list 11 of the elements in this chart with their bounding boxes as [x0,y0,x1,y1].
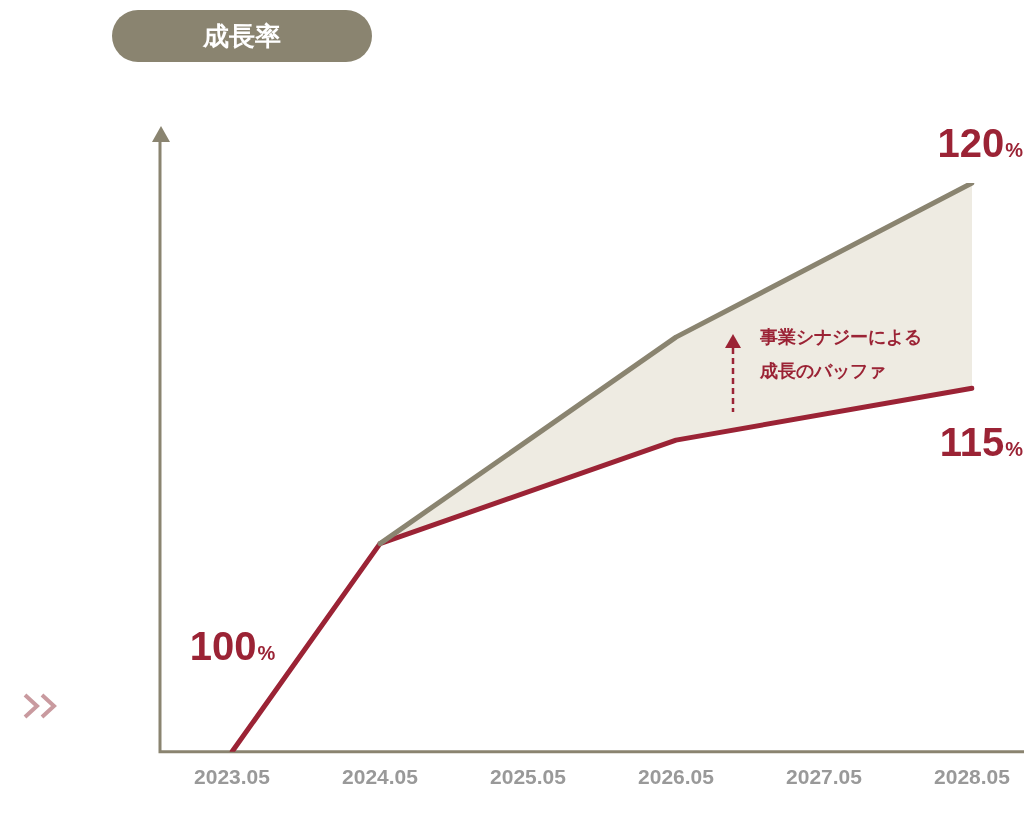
annotation: 115% [939,420,1024,465]
x-tick-label: 2025.05 [490,765,567,789]
x-tick-label: 2024.05 [342,765,419,789]
x-tick-label: 2028.05 [934,765,1011,789]
x-tick-label: 2027.05 [786,765,863,789]
annotation: 120% [937,121,1024,165]
annotation: 100% [189,623,276,668]
chart-title: 成長率 [112,10,372,62]
annotation: 事業シナジーによる成長のバッファ [760,325,923,383]
x-tick-label: 2023.05 [194,765,271,789]
x-tick-label: 2026.05 [638,765,715,789]
